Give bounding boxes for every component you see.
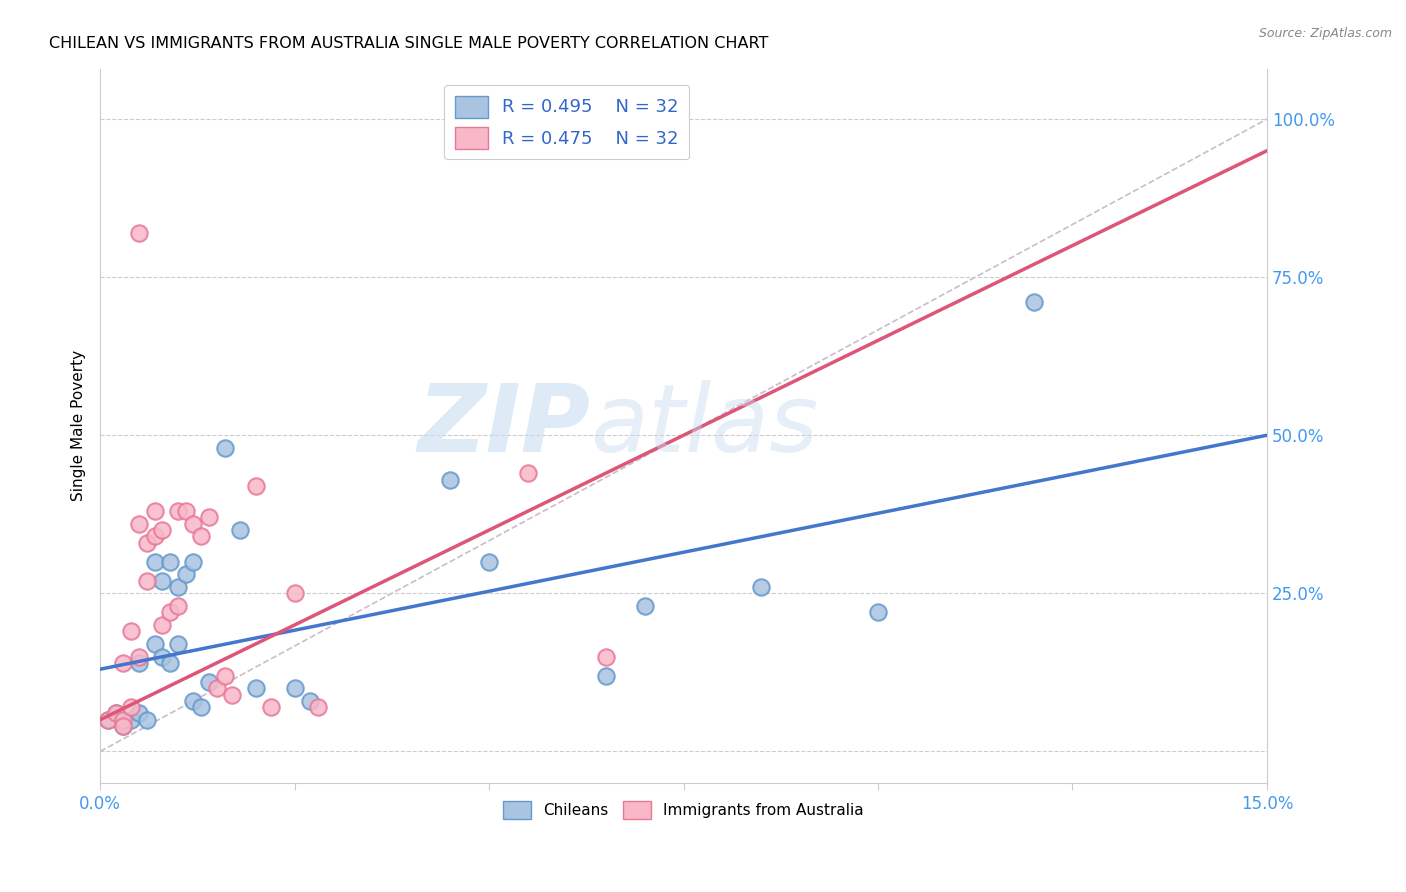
Point xyxy=(284,681,307,696)
Point xyxy=(198,674,221,689)
Point xyxy=(190,700,212,714)
Point xyxy=(120,700,142,714)
Point xyxy=(595,649,617,664)
Point xyxy=(183,555,205,569)
Point xyxy=(120,624,142,639)
Point xyxy=(221,688,243,702)
Point xyxy=(183,694,205,708)
Point xyxy=(143,529,166,543)
Point xyxy=(174,567,197,582)
Y-axis label: Single Male Poverty: Single Male Poverty xyxy=(72,351,86,501)
Point xyxy=(167,580,190,594)
Point xyxy=(112,719,135,733)
Point xyxy=(150,618,173,632)
Point xyxy=(245,479,267,493)
Point xyxy=(245,681,267,696)
Point xyxy=(167,599,190,613)
Point xyxy=(159,656,181,670)
Point xyxy=(128,706,150,721)
Point xyxy=(205,681,228,696)
Point xyxy=(595,668,617,682)
Point xyxy=(150,523,173,537)
Point xyxy=(307,700,329,714)
Point xyxy=(128,226,150,240)
Point xyxy=(174,504,197,518)
Point xyxy=(128,516,150,531)
Point xyxy=(299,694,322,708)
Point xyxy=(135,713,157,727)
Point xyxy=(128,656,150,670)
Point xyxy=(143,504,166,518)
Point xyxy=(159,555,181,569)
Point xyxy=(284,586,307,600)
Point xyxy=(516,466,538,480)
Point xyxy=(214,441,236,455)
Point xyxy=(214,668,236,682)
Text: Source: ZipAtlas.com: Source: ZipAtlas.com xyxy=(1258,27,1392,40)
Point xyxy=(120,713,142,727)
Point xyxy=(633,599,655,613)
Point xyxy=(167,504,190,518)
Point xyxy=(97,713,120,727)
Point xyxy=(1022,295,1045,310)
Point xyxy=(112,713,135,727)
Point xyxy=(104,706,127,721)
Point xyxy=(190,529,212,543)
Point xyxy=(104,706,127,721)
Point xyxy=(150,649,173,664)
Point xyxy=(167,637,190,651)
Point xyxy=(183,516,205,531)
Text: ZIP: ZIP xyxy=(418,380,591,472)
Point xyxy=(198,510,221,524)
Point xyxy=(143,555,166,569)
Text: atlas: atlas xyxy=(591,380,818,471)
Point xyxy=(866,605,889,619)
Point xyxy=(143,637,166,651)
Legend: Chileans, Immigrants from Australia: Chileans, Immigrants from Australia xyxy=(498,795,870,825)
Point xyxy=(128,649,150,664)
Text: CHILEAN VS IMMIGRANTS FROM AUSTRALIA SINGLE MALE POVERTY CORRELATION CHART: CHILEAN VS IMMIGRANTS FROM AUSTRALIA SIN… xyxy=(49,36,769,51)
Point xyxy=(478,555,501,569)
Point xyxy=(159,605,181,619)
Point xyxy=(439,473,461,487)
Point xyxy=(135,574,157,588)
Point xyxy=(749,580,772,594)
Point xyxy=(112,656,135,670)
Point xyxy=(97,713,120,727)
Point xyxy=(135,535,157,549)
Point xyxy=(150,574,173,588)
Point xyxy=(112,719,135,733)
Point xyxy=(260,700,283,714)
Point xyxy=(229,523,252,537)
